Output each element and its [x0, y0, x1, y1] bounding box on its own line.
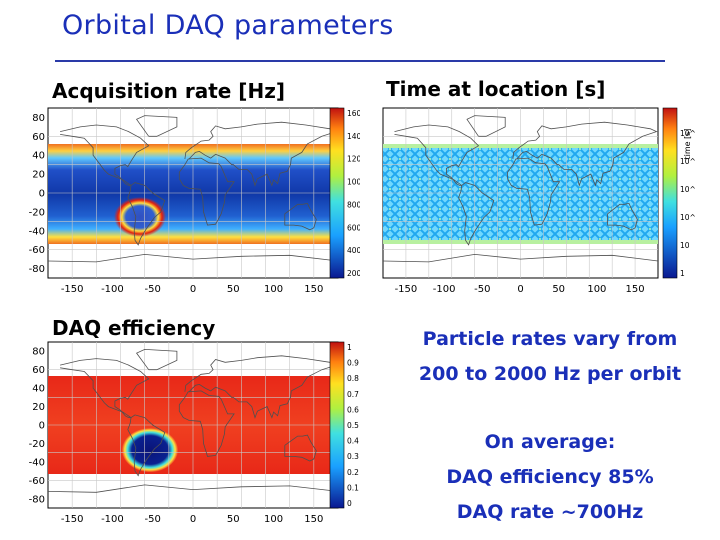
- x-tick-label: 100: [264, 284, 283, 295]
- note-line-1: Particle rates vary from: [400, 328, 700, 350]
- y-tick-label: -20: [29, 439, 45, 450]
- x-tick-label: 50: [552, 284, 565, 295]
- colorbar-tick-label: 10: [680, 241, 690, 250]
- colorbar-tick-label: 0.8: [347, 374, 359, 383]
- colorbar-tick-label: 0.3: [347, 452, 359, 461]
- panel-title-eff: DAQ efficiency: [52, 316, 215, 340]
- x-tick-label: 150: [304, 514, 323, 525]
- colorbar-tick-label: 0.2: [347, 468, 359, 477]
- x-tick-label: 150: [626, 284, 645, 295]
- x-tick-label: -50: [145, 284, 161, 295]
- y-tick-label: -60: [29, 476, 45, 487]
- title-underline: [55, 60, 665, 62]
- x-tick-label: -100: [101, 514, 124, 525]
- x-tick-label: -50: [145, 514, 161, 525]
- rate-x-tick-labels: -150 -100 -50 0 50 100 150: [61, 284, 324, 295]
- colorbar-tick-label: 10^3: [680, 185, 695, 194]
- eff-x-tick-labels: -150 -100 -50 0 50 100 150: [61, 514, 324, 525]
- rate-y-tick-labels: 80 60 40 20 0 -20 -40 -60 -80: [29, 113, 45, 275]
- rate-colorbar: [330, 108, 344, 278]
- colorbar-tick-label: 1: [347, 343, 352, 352]
- time-colorbar-label: time [s]: [683, 128, 692, 159]
- y-tick-label: 80: [32, 113, 45, 124]
- panel-title-rate: Acquisition rate [Hz]: [52, 79, 285, 103]
- x-tick-label: -150: [61, 514, 84, 525]
- eff-map-panel: 80 60 40 20 0 -20 -40 -60 -80 -150 -100 -50 0 50 100 1…: [20, 338, 360, 538]
- colorbar-tick-label: 1: [680, 269, 685, 278]
- colorbar-tick-label: 0.9: [347, 359, 359, 368]
- colorbar-tick-label: 0.4: [347, 437, 359, 446]
- colorbar-tick-label: 0: [347, 499, 352, 508]
- x-tick-label: 50: [227, 514, 240, 525]
- colorbar-tick-label: 0.7: [347, 390, 359, 399]
- colorbar-tick-label: 0.5: [347, 421, 359, 430]
- eff-colorbar: [330, 342, 344, 508]
- y-tick-label: 40: [32, 384, 45, 395]
- x-tick-label: -150: [395, 284, 418, 295]
- panel-title-time: Time at location [s]: [386, 77, 605, 101]
- rate-map-panel: 80 60 40 20 0 -20 -40 -60 -80 -150 -100 -50 0 50 100 1…: [20, 104, 360, 304]
- y-tick-label: 0: [39, 189, 45, 200]
- x-tick-label: -100: [433, 284, 456, 295]
- x-tick-label: 0: [517, 284, 523, 295]
- x-tick-label: 100: [587, 284, 606, 295]
- x-tick-label: 100: [264, 514, 283, 525]
- y-tick-label: 80: [32, 347, 45, 358]
- eff-y-tick-labels: 80 60 40 20 0 -20 -40 -60 -80: [29, 347, 45, 506]
- note-line-3: On average:: [400, 431, 700, 453]
- y-tick-label: -40: [29, 226, 45, 237]
- y-tick-label: -80: [29, 264, 45, 275]
- time-colorbar: [663, 108, 677, 278]
- x-tick-label: -150: [61, 284, 84, 295]
- x-tick-label: 150: [304, 284, 323, 295]
- y-tick-label: 20: [32, 170, 45, 181]
- x-tick-label: -50: [474, 284, 490, 295]
- y-tick-label: 0: [39, 421, 45, 432]
- eff-colorbar-ticks: 1 0.9 0.8 0.7 0.6 0.5 0.4 0.3 0.2 0.1 0: [347, 343, 359, 508]
- y-tick-label: -40: [29, 457, 45, 468]
- note-line-5: DAQ rate ~700Hz: [400, 501, 700, 523]
- colorbar-tick-label: 0.6: [347, 405, 359, 414]
- y-tick-label: -20: [29, 207, 45, 218]
- y-tick-label: 60: [32, 132, 45, 143]
- time-x-tick-labels: -150 -100 -50 0 50 100 150: [395, 284, 645, 295]
- y-tick-label: -80: [29, 494, 45, 505]
- y-tick-label: 20: [32, 402, 45, 413]
- slide-title: Orbital DAQ parameters: [62, 10, 394, 41]
- colorbar-tick-label: 10^2: [680, 213, 695, 222]
- x-tick-label: -100: [101, 284, 124, 295]
- y-tick-label: 40: [32, 151, 45, 162]
- x-tick-label: 50: [227, 284, 240, 295]
- y-tick-label: 60: [32, 365, 45, 376]
- x-tick-label: 0: [190, 284, 196, 295]
- x-tick-label: 0: [190, 514, 196, 525]
- note-line-2: 200 to 2000 Hz per orbit: [400, 363, 700, 385]
- note-line-4: DAQ efficiency 85%: [400, 466, 700, 488]
- y-tick-label: -60: [29, 245, 45, 256]
- colorbar-tick-label: 0.1: [347, 483, 359, 492]
